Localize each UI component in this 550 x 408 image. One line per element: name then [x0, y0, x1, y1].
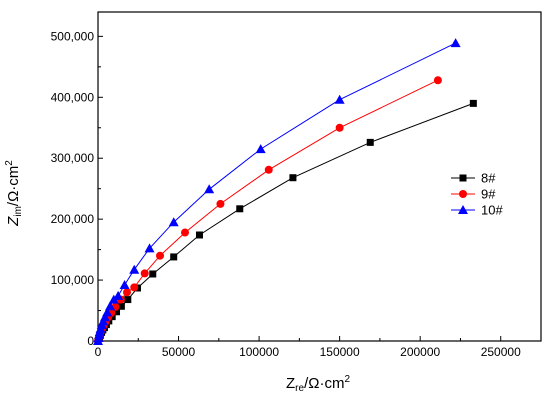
- x-tick-label: 250000: [481, 345, 521, 359]
- legend-marker: [459, 190, 467, 198]
- data-point: [450, 38, 461, 48]
- data-point: [180, 228, 189, 237]
- legend-label: 10#: [481, 203, 503, 218]
- data-point: [113, 308, 121, 316]
- legend-item: 8#: [451, 171, 496, 186]
- data-point: [204, 184, 215, 194]
- x-tick-label: 0: [95, 345, 102, 359]
- data-point: [335, 123, 344, 132]
- data-point: [119, 279, 130, 289]
- data-point: [236, 205, 244, 213]
- data-point: [264, 165, 273, 174]
- data-point: [289, 174, 297, 182]
- data-point: [129, 264, 140, 274]
- y-tick-label: 0: [87, 334, 94, 348]
- data-point: [156, 251, 165, 260]
- y-axis-title: Zim/Ω·cm2: [4, 160, 24, 227]
- legend-item: 9#: [451, 187, 496, 202]
- legend-marker: [458, 205, 468, 214]
- x-tick-label: 100000: [239, 345, 279, 359]
- data-point: [140, 269, 149, 278]
- data-point: [366, 138, 374, 146]
- data-point: [105, 301, 116, 311]
- data-point: [130, 283, 139, 292]
- y-tick-label: 300,000: [51, 151, 95, 165]
- data-point: [433, 76, 442, 85]
- axes: 0 50000 100000 150000 200000 250000 0 100,000 20…: [51, 29, 542, 359]
- data-point: [168, 217, 179, 227]
- data-point: [255, 144, 266, 154]
- data-point: [149, 270, 157, 278]
- y-tick-label: 200,000: [51, 212, 95, 226]
- data-point: [117, 302, 125, 310]
- data-point: [124, 296, 132, 304]
- data-point: [195, 231, 203, 239]
- x-tick-label: 150000: [320, 345, 360, 359]
- plot-area: [97, 11, 542, 342]
- y-tick-label: 500,000: [51, 29, 95, 43]
- legend-marker: [459, 174, 467, 182]
- data-point: [334, 94, 345, 104]
- data-point: [216, 199, 225, 208]
- x-axis-title: Zre/Ω·cm2: [286, 374, 350, 394]
- data-point: [99, 312, 110, 322]
- data-point: [113, 290, 124, 300]
- legend-label: 9#: [481, 187, 496, 202]
- x-tick-label: 200000: [400, 345, 440, 359]
- series-layer: [93, 38, 477, 345]
- legend-item: 10#: [451, 203, 503, 218]
- y-tick-label: 400,000: [51, 90, 95, 104]
- plot-frame: [97, 11, 542, 342]
- data-point: [102, 307, 113, 317]
- data-point: [144, 243, 155, 253]
- series-3: [93, 38, 461, 345]
- x-tick-label: 50000: [162, 345, 196, 359]
- y-tick-label: 100,000: [51, 273, 95, 287]
- data-point: [122, 288, 131, 297]
- data-point: [469, 99, 477, 107]
- legend: 8#9#10#: [451, 171, 503, 218]
- legend-label: 8#: [481, 171, 496, 186]
- data-point: [170, 253, 178, 261]
